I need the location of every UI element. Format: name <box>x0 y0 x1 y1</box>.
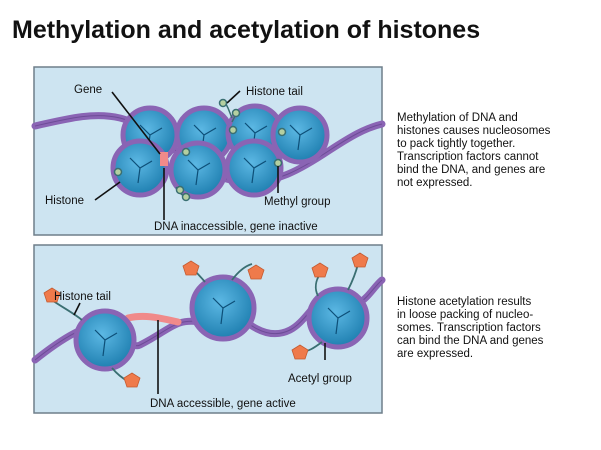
methylation-panel: Gene Histone tail Histone Methyl group D… <box>31 66 386 236</box>
methyl-group-label: Methyl group <box>264 196 330 208</box>
methylation-description: Methylation of DNA and histones causes n… <box>397 112 597 190</box>
methylation-description-line: Methylation of DNA and <box>397 112 518 124</box>
acetylation-description-line: in loose packing of nucleo- <box>397 309 534 321</box>
histone-label: Histone <box>45 195 84 207</box>
methylation-description-line: histones causes nucleosomes <box>397 125 551 137</box>
slide-title: Methylation and acetylation of histones <box>12 16 481 44</box>
acetylation-description-line: somes. Transcription factors <box>397 322 541 334</box>
methylation-description-line: to pack tightly together. <box>397 138 516 150</box>
histone-tail-label-top: Histone tail <box>246 86 303 98</box>
histone-tail-label-bottom: Histone tail <box>54 291 111 303</box>
acetylation-label-pointers <box>73 302 326 394</box>
acetylation-nucleosomes <box>73 274 370 372</box>
gene-label: Gene <box>74 84 102 96</box>
accessible-dna-segment <box>124 312 182 326</box>
acetylation-caption: DNA accessible, gene active <box>150 398 296 410</box>
acetylation-description-line: Histone acetylation results <box>397 296 532 308</box>
acetylation-description-line: can bind the DNA and genes <box>397 335 544 347</box>
acetylation-description-line: are expressed. <box>397 348 474 360</box>
acetyl-group-label: Acetyl group <box>288 373 352 385</box>
methylation-nucleosome-front-row <box>110 138 284 200</box>
gene-marker <box>160 152 168 166</box>
methylation-description-line: bind the DNA, and genes are <box>397 164 546 176</box>
methylation-label-pointers <box>94 90 279 220</box>
methylation-histone-tails <box>113 98 287 202</box>
acetylation-description: Histone acetylation results in loose pac… <box>397 296 597 361</box>
methylation-caption: DNA inaccessible, gene inactive <box>154 221 318 233</box>
acetylation-panel: Histone tail Acetyl group DNA accessible… <box>31 244 386 414</box>
methylation-description-line: Transcription factors cannot <box>397 151 539 163</box>
acetyl-groups <box>43 252 369 388</box>
methylation-description-line: not expressed. <box>397 177 473 189</box>
